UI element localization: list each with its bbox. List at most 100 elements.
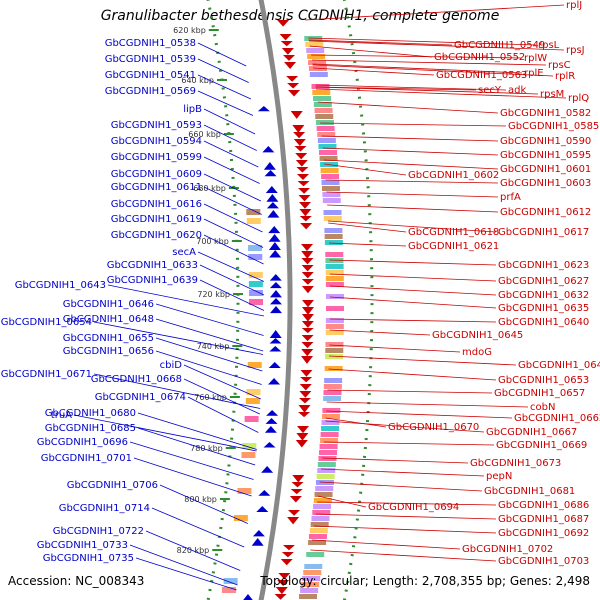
reverse-gene-arrow (265, 418, 278, 424)
left-label-leader (197, 58, 249, 83)
left-label-leader (145, 530, 241, 571)
inner-feature-bar (221, 587, 236, 593)
right-label-leader (315, 513, 497, 520)
left-gene-label: GbCGDNIH1_0648 (63, 314, 154, 325)
left-gene-label: GbCGDNIH1_0541 (105, 70, 196, 81)
outer-feature-bar (313, 102, 332, 107)
right-label-leader (308, 37, 537, 46)
outer-feature-bar (316, 126, 335, 131)
right-label-leader (321, 135, 499, 142)
right-gene-label: GbCGDNIH1_0694 (368, 502, 459, 513)
outer-feature-bar (313, 498, 332, 503)
left-gene-label: GbCGDNIH1_0733 (37, 540, 128, 551)
left-gene-label: GbCGDNIH1_0655 (63, 333, 154, 344)
left-gene-label: GbCGDNIH1_0639 (107, 275, 198, 286)
outer-feature-bar (321, 414, 340, 419)
outer-feature-bar (308, 540, 327, 545)
right-label-leader (313, 525, 497, 534)
right-label-leader (321, 468, 485, 477)
left-gene-label: GbCGDNIH1_0646 (63, 299, 154, 310)
reverse-gene-arrow (268, 242, 281, 250)
scale-label: 640 kbp (181, 76, 214, 85)
right-gene-label: GbCGDNIH1_0649 (518, 360, 600, 371)
forward-gene-arrow (295, 440, 308, 448)
right-label-leader (308, 40, 565, 51)
left-label-leader (203, 156, 260, 184)
right-label-leader (322, 147, 499, 156)
outer-feature-bar (320, 168, 339, 173)
outer-feature-bar (306, 552, 325, 557)
outer-feature-bar (315, 114, 334, 119)
outer-feature-bar (313, 504, 332, 509)
reverse-gene-arrow (252, 530, 265, 537)
reverse-gene-arrow (269, 282, 282, 289)
forward-gene-arrow (290, 111, 303, 119)
left-label-leader (155, 318, 264, 352)
right-gene-label: GbCGDNIH1_0617 (498, 227, 589, 238)
right-gene-label: secY (478, 85, 502, 96)
forward-gene-arrow (289, 496, 302, 503)
left-gene-label: GbCGDNIH1_0706 (67, 480, 158, 491)
features (221, 20, 344, 600)
outer-feature-bar (325, 264, 344, 269)
outer-feature-bar (324, 378, 343, 383)
outer-feature-bar (323, 390, 342, 395)
left-gene-label: GbCGDNIH1_0594 (111, 136, 202, 147)
left-gene-label: GbCGDNIH1_0668 (91, 374, 182, 385)
inner-feature-bar (248, 281, 263, 287)
right-gene-label: GbCGDNIH1_0669 (496, 440, 587, 451)
right-label-leader (312, 64, 554, 77)
right-label-leader (328, 368, 497, 381)
outer-feature-bar (325, 270, 344, 275)
left-gene-label: GbCGDNIH1_0609 (111, 169, 202, 180)
right-gene-label: GbCGDNIH1_0686 (498, 500, 589, 511)
left-gene-label: GbCGDNIH1_0671 (1, 369, 92, 380)
forward-gene-arrow (279, 34, 292, 41)
right-label-leader (313, 67, 435, 76)
right-gene-label: GbCGDNIH1_0662 (514, 413, 600, 424)
right-gene-label: GbCGDNIH1_0595 (500, 150, 591, 161)
reverse-gene-arrow (256, 506, 269, 512)
left-label-leader (129, 544, 238, 586)
left-gene-label: cbiD (160, 360, 183, 371)
inner-feature-bar (246, 209, 261, 215)
left-gene-label: GbCGDNIH1_0616 (111, 199, 202, 210)
outer-feature-bar (306, 48, 325, 53)
left-label-leader (203, 124, 257, 151)
left-label-leader (73, 414, 257, 452)
forward-gene-arrow (290, 489, 303, 495)
forward-gene-arrow (301, 272, 314, 279)
reverse-gene-arrow (257, 106, 270, 112)
right-gene-label: GbCGDNIH1_0653 (498, 375, 589, 386)
forward-gene-arrow (275, 587, 288, 595)
left-label-leader (183, 364, 261, 400)
forward-gene-arrow (280, 41, 293, 47)
right-gene-label: rplJ (566, 0, 582, 11)
forward-gene-arrow (296, 174, 309, 181)
right-label-leader (326, 191, 499, 198)
reverse-gene-arrow (264, 170, 277, 177)
right-label-leader (323, 159, 499, 170)
backbone-arc (258, 0, 293, 600)
forward-gene-arrow (291, 482, 304, 488)
right-label-leader (325, 179, 499, 184)
forward-gene-arrow (298, 195, 311, 202)
right-label-leader (311, 54, 523, 59)
right-gene-label: rpsL (538, 40, 560, 51)
right-label-leader (317, 495, 367, 508)
forward-gene-arrow (299, 216, 312, 222)
right-gene-label: GbCGDNIH1_0602 (408, 170, 499, 181)
forward-gene-arrow (293, 139, 306, 147)
outer-feature-bar (321, 174, 340, 179)
right-gene-label: GbCGDNIH1_0635 (498, 303, 589, 314)
outer-feature-bar (324, 240, 343, 245)
forward-gene-arrow (292, 475, 305, 483)
inner-feature-bar (248, 299, 263, 305)
outer-feature-bar (314, 108, 333, 113)
forward-gene-arrow (288, 90, 301, 97)
outer-feature-bar (325, 252, 344, 257)
inner-feature-bar (244, 416, 259, 422)
right-label-leader (319, 481, 483, 492)
right-gene-label: GbCGDNIH1_0601 (500, 164, 591, 175)
